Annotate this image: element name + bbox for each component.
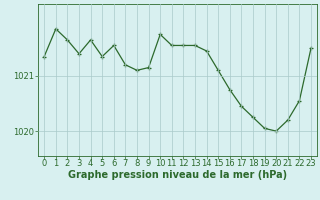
X-axis label: Graphe pression niveau de la mer (hPa): Graphe pression niveau de la mer (hPa) — [68, 170, 287, 180]
